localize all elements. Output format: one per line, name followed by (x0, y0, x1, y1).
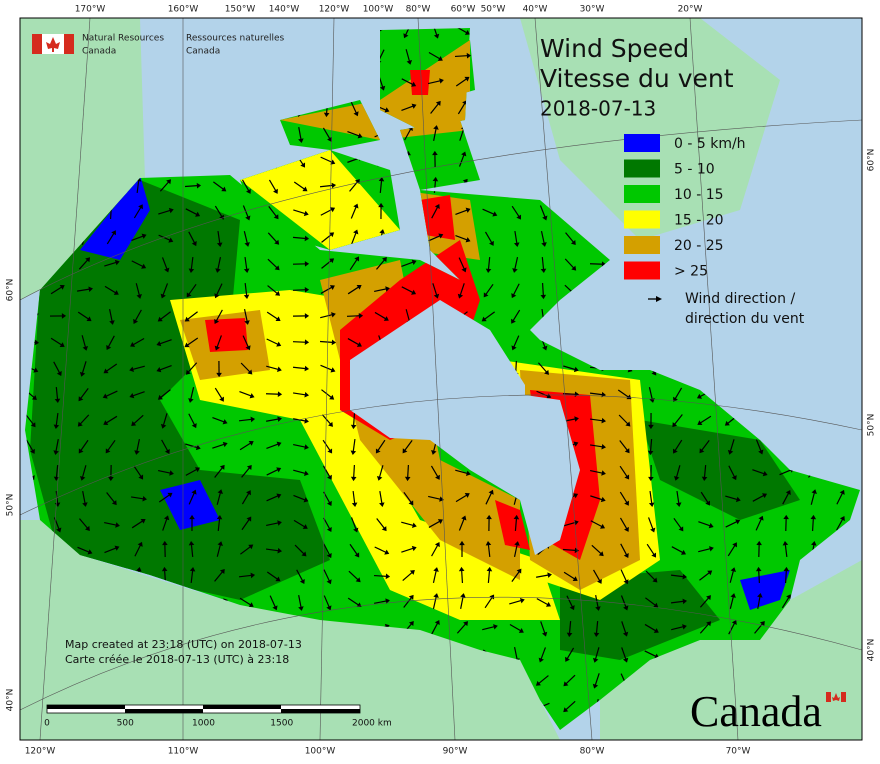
longitude-label: 150°W (225, 5, 256, 15)
latitude-label: 60°N (6, 279, 16, 302)
agency-en: Natural Resources (82, 34, 164, 44)
longitude-label: 80°W (580, 747, 605, 757)
longitude-label: 100°W (305, 747, 336, 757)
longitude-label: 50°W (481, 5, 506, 15)
longitude-label: 120°W (319, 5, 350, 15)
canada-wordmark: Canada (690, 687, 822, 736)
credit-fr: Carte créée le 2018-07-13 (UTC) à 23:18 (65, 653, 289, 666)
latitude-label: 40°N (6, 689, 16, 712)
title-fr: Vitesse du vent (540, 64, 734, 93)
scale-label: 1500 (270, 719, 293, 729)
direction-fr: direction du vent (685, 311, 805, 327)
wind-arrow (354, 465, 355, 479)
flag-bar (32, 34, 42, 54)
flag-bar (64, 34, 74, 54)
legend-swatch (624, 262, 660, 280)
wordmark-flag (841, 692, 846, 702)
wind-arrow (590, 264, 604, 265)
longitude-label: 60°W (451, 5, 476, 15)
legend-label: 15 - 20 (674, 213, 724, 229)
scale-segment (203, 705, 281, 709)
legend-swatch (624, 236, 660, 254)
scale-segment (125, 709, 203, 713)
wind-arrow (293, 290, 307, 291)
longitude-label: 100°W (363, 5, 394, 15)
longitude-label: 170°W (75, 5, 106, 15)
speed-area (410, 70, 430, 95)
longitude-label: 110°W (168, 747, 199, 757)
wordmark-flag (826, 692, 831, 702)
longitude-label: 80°W (406, 5, 431, 15)
speed-area (205, 318, 248, 352)
agency-fr: Ressources naturelles (186, 34, 285, 44)
scale-segment (47, 705, 125, 709)
wind-arrow (293, 342, 307, 343)
latitude-label: 50°N (6, 494, 16, 517)
legend-label: > 25 (674, 264, 708, 280)
longitude-label: 20°W (678, 5, 703, 15)
legend-label: 20 - 25 (674, 238, 724, 254)
longitude-label: 40°W (523, 5, 548, 15)
scale-label: 1000 (192, 719, 215, 729)
longitude-label: 30°W (580, 5, 605, 15)
country-en: Canada (82, 47, 116, 57)
country-fr: Canada (186, 47, 220, 57)
legend-label: 10 - 15 (674, 187, 724, 203)
longitude-label: 90°W (443, 747, 468, 757)
scale-segment (281, 709, 360, 713)
longitude-label: 160°W (168, 5, 199, 15)
scale-label: 2000 km (352, 719, 392, 729)
title-date: 2018-07-13 (540, 97, 656, 121)
credit-en: Map created at 23:18 (UTC) on 2018-07-13 (65, 638, 302, 651)
title-en: Wind Speed (540, 34, 689, 63)
scale-label: 0 (44, 719, 50, 729)
legend-swatch (624, 160, 660, 178)
longitude-label: 70°W (726, 747, 751, 757)
longitude-label: 120°W (25, 747, 56, 757)
legend-swatch (624, 185, 660, 203)
wind-arrow (266, 394, 280, 395)
latitude-label: 60°N (867, 149, 877, 172)
latitude-label: 40°N (867, 639, 877, 662)
direction-en: Wind direction / (685, 291, 795, 307)
legend-label: 5 - 10 (674, 162, 715, 178)
latitude-label: 50°N (867, 414, 877, 437)
wind-arrow (813, 517, 814, 531)
scale-label: 500 (117, 719, 134, 729)
legend-swatch (624, 134, 660, 152)
legend-label: 0 - 5 km/h (674, 136, 746, 152)
longitude-label: 140°W (269, 5, 300, 15)
legend-swatch (624, 211, 660, 229)
